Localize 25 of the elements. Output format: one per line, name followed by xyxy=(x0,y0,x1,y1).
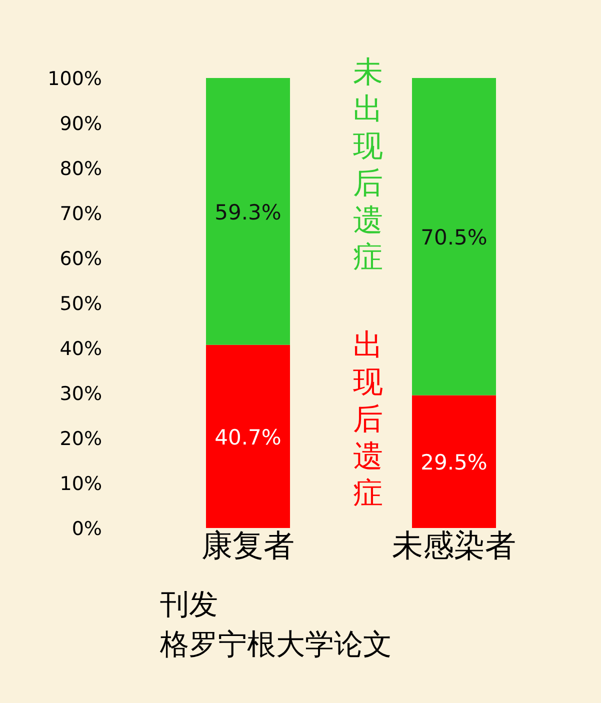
data-label: 40.7% xyxy=(214,425,282,450)
bar xyxy=(206,78,290,345)
y-tick-label: 70% xyxy=(60,203,102,225)
y-tick-label: 90% xyxy=(60,113,102,135)
text: 格罗宁根大学论文 xyxy=(159,627,392,661)
y-tick-label: 20% xyxy=(60,428,102,450)
data-label: 70.5% xyxy=(420,226,488,250)
y-tick-label: 10% xyxy=(60,473,102,495)
y-tick-label: 0% xyxy=(72,518,102,540)
data-label: 59.3% xyxy=(214,200,282,224)
text: 刊发 xyxy=(160,587,218,621)
series-label: 未出现后遗症 xyxy=(353,55,383,275)
series-label: 出现后遗症 xyxy=(353,328,383,511)
data-label: 29.5% xyxy=(420,450,488,475)
y-tick-label: 60% xyxy=(60,248,102,270)
bar xyxy=(412,395,496,528)
y-tick-label: 50% xyxy=(60,293,102,315)
bar xyxy=(206,344,290,528)
x-tick-label: 康复者 xyxy=(202,528,294,564)
y-tick-label: 80% xyxy=(60,158,102,180)
y-tick-label: 100% xyxy=(48,68,102,90)
y-tick-label: 40% xyxy=(60,338,102,360)
bar xyxy=(412,78,496,396)
y-tick-label: 30% xyxy=(60,383,102,405)
x-tick-label: 未感染者 xyxy=(392,528,516,564)
